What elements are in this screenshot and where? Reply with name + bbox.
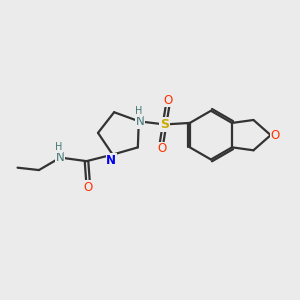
Text: O: O xyxy=(163,94,172,106)
Text: S: S xyxy=(160,118,169,131)
Text: N: N xyxy=(106,154,116,167)
Text: O: O xyxy=(157,142,166,155)
Text: H: H xyxy=(135,106,142,116)
Text: O: O xyxy=(271,129,280,142)
Text: H: H xyxy=(55,142,62,152)
Text: N: N xyxy=(136,115,145,128)
Text: N: N xyxy=(56,151,65,164)
Text: O: O xyxy=(83,181,93,194)
